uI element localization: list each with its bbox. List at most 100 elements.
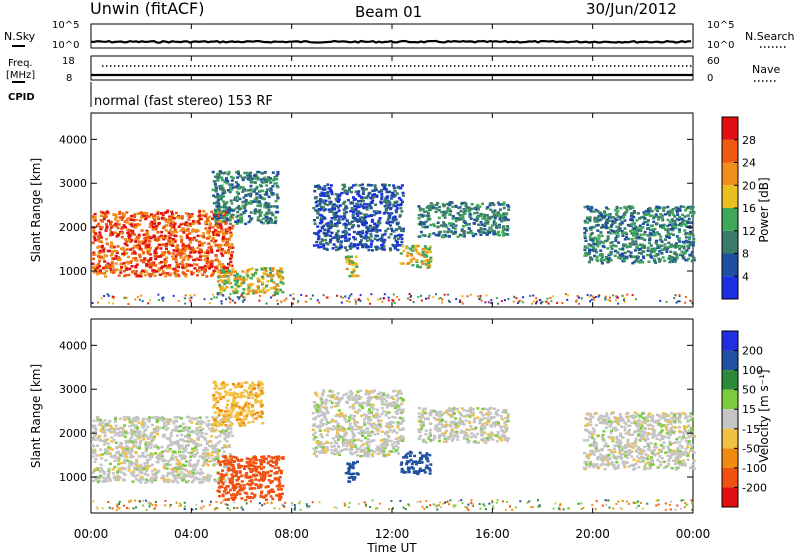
data-cell xyxy=(125,444,129,448)
data-cell xyxy=(320,239,324,243)
data-cell xyxy=(227,275,231,278)
data-cell xyxy=(149,225,152,228)
ground-scatter-cell xyxy=(522,301,525,304)
data-cell xyxy=(171,454,175,457)
data-cell xyxy=(360,216,364,219)
data-cell xyxy=(138,444,142,448)
data-cell xyxy=(116,226,120,230)
data-cell xyxy=(266,211,269,215)
data-cell xyxy=(202,449,206,452)
data-cell xyxy=(114,213,118,217)
data-cell xyxy=(436,225,440,229)
ground-scatter-cell xyxy=(566,298,569,301)
ground-scatter-cell xyxy=(112,297,115,300)
data-cell xyxy=(217,260,221,263)
data-cell xyxy=(100,255,103,259)
ground-scatter-cell xyxy=(393,302,396,304)
data-cell xyxy=(171,231,175,234)
data-cell xyxy=(220,252,224,255)
data-cell xyxy=(168,418,172,421)
data-cell xyxy=(149,446,153,449)
data-cell xyxy=(271,267,275,270)
data-cell xyxy=(259,211,263,214)
data-cell xyxy=(96,466,99,470)
data-cell xyxy=(133,269,137,273)
data-cell xyxy=(98,454,102,457)
data-cell xyxy=(387,184,391,187)
data-cell xyxy=(353,237,357,241)
data-cell xyxy=(611,241,614,244)
data-cell xyxy=(365,213,369,216)
data-cell xyxy=(193,258,197,262)
ground-scatter-cell xyxy=(184,294,187,297)
ground-scatter-cell xyxy=(140,294,143,297)
data-cell xyxy=(638,261,642,264)
data-cell xyxy=(328,210,332,213)
data-cell xyxy=(215,187,218,190)
data-cell xyxy=(411,264,415,267)
data-cell xyxy=(159,260,163,264)
ground-scatter-cell xyxy=(392,293,395,296)
data-cell xyxy=(619,207,623,210)
data-cell xyxy=(158,452,162,455)
data-cell xyxy=(164,275,168,278)
data-cell xyxy=(156,433,160,436)
data-cell xyxy=(345,267,349,271)
ground-scatter-cell xyxy=(678,300,681,303)
data-cell xyxy=(341,235,345,238)
data-cell xyxy=(339,215,343,218)
data-cell xyxy=(143,462,147,465)
data-cell xyxy=(95,454,99,457)
data-cell xyxy=(207,246,211,249)
data-cell xyxy=(178,249,182,252)
data-cell xyxy=(91,431,95,434)
data-cell xyxy=(97,479,101,482)
data-cell xyxy=(212,459,216,462)
data-cell xyxy=(692,256,696,260)
data-cell xyxy=(326,229,330,233)
data-cell xyxy=(249,217,253,221)
data-cell xyxy=(142,424,146,428)
data-cell xyxy=(137,455,141,458)
data-cell xyxy=(222,195,226,198)
ground-scatter-cell xyxy=(593,298,595,301)
data-cell xyxy=(171,238,175,241)
ground-scatter-cell xyxy=(532,294,535,297)
ground-scatter-cell xyxy=(285,297,288,300)
data-cell xyxy=(394,239,398,243)
data-cell xyxy=(675,255,679,258)
data-cell xyxy=(597,214,601,218)
data-cell xyxy=(238,485,242,489)
data-cell xyxy=(153,468,157,471)
data-cell xyxy=(330,190,334,193)
freq-unit-label: [MHz] xyxy=(6,70,35,81)
data-cell xyxy=(99,448,103,451)
data-cell xyxy=(156,246,159,249)
data-cell xyxy=(103,419,107,422)
data-cell xyxy=(181,243,185,246)
data-cell xyxy=(177,473,181,476)
data-cell xyxy=(630,205,634,208)
data-cell xyxy=(227,211,231,215)
data-cell xyxy=(260,490,264,493)
ground-scatter-cell xyxy=(273,294,276,296)
data-cell xyxy=(461,214,464,217)
data-cell xyxy=(153,254,157,258)
data-cell xyxy=(160,476,164,480)
data-cell xyxy=(145,467,149,470)
data-cell xyxy=(319,241,322,244)
data-cell xyxy=(173,229,177,233)
ground-scatter-cell xyxy=(490,299,493,302)
data-cell xyxy=(105,225,109,228)
ground-scatter-cell xyxy=(97,301,100,304)
data-cell xyxy=(265,184,269,187)
data-cell xyxy=(192,449,196,452)
data-cell xyxy=(350,274,354,278)
data-cell xyxy=(161,251,165,254)
data-cell xyxy=(249,192,253,195)
data-cell xyxy=(103,425,107,428)
data-cell xyxy=(491,224,495,227)
data-cell xyxy=(643,213,647,217)
data-cell xyxy=(191,471,195,474)
data-cell xyxy=(231,434,234,438)
